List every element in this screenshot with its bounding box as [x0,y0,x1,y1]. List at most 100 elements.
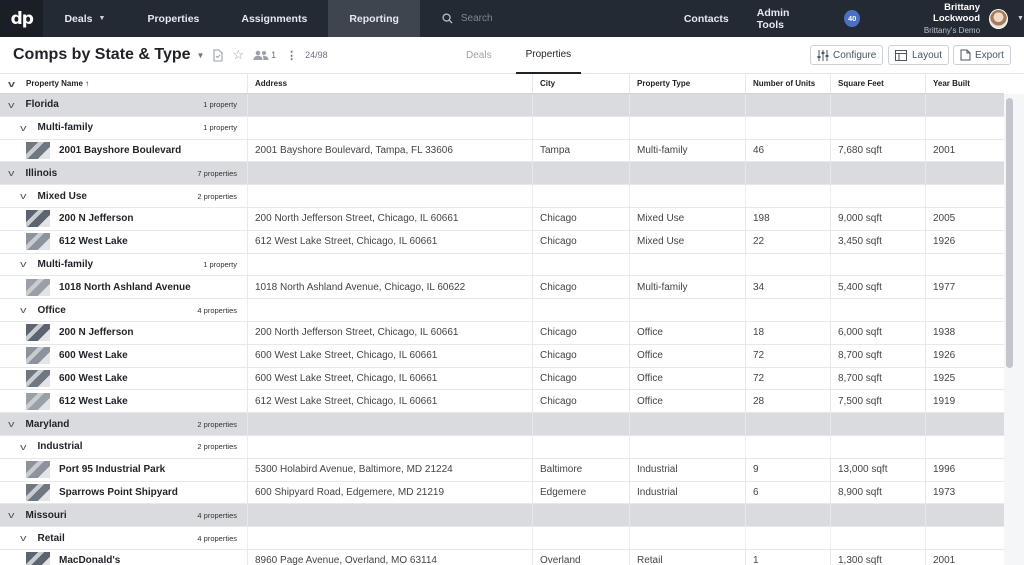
layout-button[interactable]: Layout [888,45,950,65]
property-name-cell[interactable]: 200 N Jefferson [0,321,248,344]
group-row-state[interactable]: v Florida 1 property [0,94,1004,117]
group-row-state[interactable]: v Missouri 4 properties [0,504,1004,528]
nav-reporting[interactable]: Reporting [328,0,420,37]
empty-cell [746,185,831,207]
collapse-all-icon[interactable]: v [7,78,16,89]
notification-badge[interactable]: 40 [844,10,861,27]
table-row[interactable]: Sparrows Point Shipyard 600 Shipyard Road… [0,481,1004,505]
table-row[interactable]: 1018 North Ashland Avenue 1018 North Ashl… [0,276,1004,300]
tab-deals[interactable]: Deals [466,37,492,74]
city-cell: Chicago [533,390,630,413]
year-built-cell: 1926 [933,236,956,248]
search-input[interactable] [460,13,641,24]
table-row[interactable]: Port 95 Industrial Park 5300 Holabird Ave… [0,458,1004,482]
nav-contacts[interactable]: Contacts [684,0,754,37]
column-header-year-built[interactable]: Year Built [926,74,1004,93]
group-row-state[interactable]: v Illinois 7 properties [0,162,1004,186]
chevron-down-icon[interactable]: v [20,259,27,270]
avatar[interactable] [989,8,1009,29]
group-row-type[interactable]: v Multi-family 1 property [0,116,1004,140]
nav-properties[interactable]: Properties [126,0,220,37]
column-header-city[interactable]: City [533,74,630,93]
tab-deals-label: Deals [466,50,492,61]
property-name: Sparrows Point Shipyard [59,486,178,498]
group-row-type[interactable]: v Mixed Use 2 properties [0,185,1004,208]
property-name-cell[interactable]: 612 West Lake [0,390,248,413]
property-name-cell[interactable]: 1018 North Ashland Avenue [0,276,248,299]
property-name-cell[interactable]: MacDonald's [0,549,248,565]
property-name-cell[interactable]: 600 West Lake [0,367,248,390]
chevron-down-icon[interactable]: v [20,441,27,452]
chevron-down-icon[interactable]: v [20,305,27,316]
year-built-cell: 1973 [933,486,956,498]
group-count: 2 properties [197,419,237,429]
table-row[interactable]: 600 West Lake 600 West Lake Street, Chica… [0,367,1004,391]
chevron-down-icon[interactable]: v [8,510,15,521]
column-header-property-name[interactable]: v Property Name ↑ [0,74,248,93]
configure-button[interactable]: Configure [810,45,884,65]
address-cell: 600 West Lake Street, Chicago, IL 60661 [248,367,533,390]
scrollbar-thumb[interactable] [1006,98,1013,368]
group-row-type[interactable]: v Multi-family 1 property [0,253,1004,277]
property-name-cell[interactable]: Sparrows Point Shipyard [0,481,248,504]
tab-properties[interactable]: Properties [515,37,582,74]
city-cell: Chicago [533,367,630,390]
column-header-address[interactable]: Address [248,74,533,93]
report-doc-icon[interactable] [212,48,224,62]
chevron-down-icon[interactable]: v [20,533,27,544]
table-row[interactable]: 612 West Lake 612 West Lake Street, Chica… [0,230,1004,254]
group-row-type[interactable]: v Industrial 2 properties [0,435,1004,459]
property-name-cell[interactable]: 2001 Bayshore Boulevard [0,139,248,162]
column-header-property-type[interactable]: Property Type [630,74,746,93]
table-header: v Property Name ↑ Address City Property … [0,74,1004,94]
city-cell: Tampa [533,139,630,162]
square-feet-cell: 6,000 sqft [831,321,926,344]
empty-cell [533,253,630,276]
address-cell: 2001 Bayshore Boulevard, Tampa, FL 33606 [248,139,533,162]
group-row-type[interactable]: v Retail 4 properties [0,527,1004,550]
table-row[interactable]: 600 West Lake 600 West Lake Street, Chica… [0,344,1004,368]
chevron-down-icon[interactable]: ▼ [1017,15,1024,22]
chevron-down-icon[interactable]: v [8,99,15,110]
user-menu[interactable]: Brittany Lockwood Brittany's Demo [899,2,980,35]
table-row[interactable]: 200 N Jefferson 200 North Jefferson Stree… [0,321,1004,345]
table-row[interactable]: 612 West Lake 612 West Lake Street, Chica… [0,390,1004,414]
address-cell: 8960 Page Avenue, Overland, MO 63114 [248,549,533,565]
users-icon[interactable] [253,50,269,61]
column-header-units[interactable]: Number of Units [746,74,831,93]
units-cell: 1 [746,549,831,565]
chevron-down-icon[interactable]: v [8,419,15,430]
square-feet-cell: 7,500 sqft [831,390,926,413]
empty-cell [248,435,533,458]
chevron-down-icon[interactable]: v [20,122,27,133]
chevron-down-icon[interactable]: v [20,191,27,202]
chevron-down-icon[interactable]: ▼ [196,50,205,60]
column-header-square-feet[interactable]: Square Feet [831,74,926,93]
table-row[interactable]: MacDonald's 8960 Page Avenue, Overland, M… [0,549,1004,565]
address-cell: 600 Shipyard Road, Edgemere, MD 21219 [248,481,533,504]
nav-assignments[interactable]: Assignments [220,0,328,37]
property-thumbnail [26,278,50,296]
top-nav: dp Deals ▼ Properties Assignments Report… [0,0,1024,37]
export-button[interactable]: Export [953,45,1011,65]
property-name-cell[interactable]: 200 N Jefferson [0,207,248,230]
group-row-state[interactable]: v Maryland 2 properties [0,413,1004,436]
property-name-cell[interactable]: Port 95 Industrial Park [0,458,248,481]
nav-admin-tools[interactable]: Admin Tools [754,0,816,37]
star-icon[interactable]: ☆ [232,47,245,62]
more-vertical-icon[interactable]: ⋮ [286,49,298,62]
report-header: Comps by State & Type ▼ ☆ 1 ⋮ 24/98 Deal… [0,37,1024,74]
global-search[interactable] [420,13,684,24]
property-name-cell[interactable]: 612 West Lake [0,230,248,253]
table-row[interactable]: 2001 Bayshore Boulevard 2001 Bayshore Bou… [0,139,1004,163]
square-feet-cell: 9,000 sqft [831,207,926,230]
city-cell: Chicago [533,276,630,299]
nav-deals[interactable]: Deals ▼ [43,0,126,37]
table-row[interactable]: 200 N Jefferson 200 North Jefferson Stree… [0,207,1004,231]
empty-cell [746,162,831,185]
app-logo[interactable]: dp [0,0,44,37]
group-row-type[interactable]: v Office 4 properties [0,299,1004,322]
property-name-cell[interactable]: 600 West Lake [0,344,248,367]
property-name: 1018 North Ashland Avenue [59,281,191,293]
chevron-down-icon[interactable]: v [8,168,15,179]
